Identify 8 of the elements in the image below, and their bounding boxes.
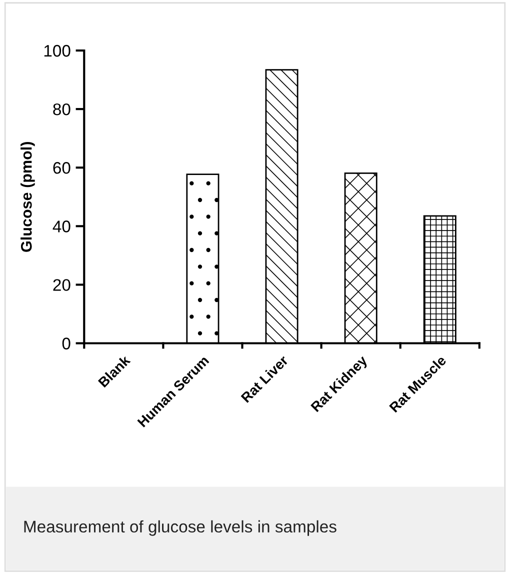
y-axis-title: Glucose (pmol): [20, 142, 35, 252]
y-tick-label: 60: [53, 162, 70, 174]
text: Measurement of glucose levels in samples: [24, 520, 336, 536]
y-tick-label: 0: [62, 338, 70, 350]
y-tick-label: 40: [52, 220, 70, 232]
y-tick-label: 100: [44, 44, 70, 57]
y-tick-label: 20: [53, 279, 70, 291]
y-tick-label: 80: [53, 103, 70, 116]
